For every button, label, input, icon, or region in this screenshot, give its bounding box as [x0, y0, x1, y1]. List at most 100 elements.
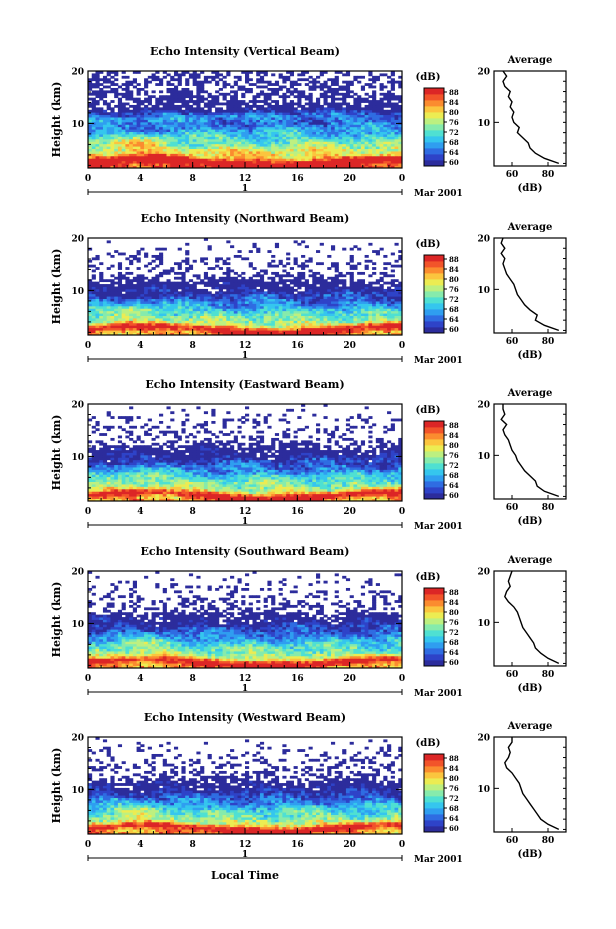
colorbar-tick-label: 68	[449, 305, 459, 314]
profile-x-label: (dB)	[518, 849, 543, 860]
colorbar-frame	[423, 420, 445, 500]
profile-x-label: (dB)	[518, 183, 543, 194]
colorbar-tick-label: 84	[449, 265, 459, 274]
x-tick-label: 12	[239, 674, 252, 684]
x-tick-label: 4	[137, 674, 143, 684]
profile-line	[504, 737, 560, 831]
colorbar-tick-label: 80	[449, 774, 459, 783]
x-tick-label: 8	[190, 174, 196, 184]
colorbar-unit: (dB)	[416, 72, 441, 83]
profile-y-tick-label: 20	[477, 235, 490, 245]
profile-y-tick-label: 20	[477, 568, 490, 578]
colorbar-tick-label: 88	[449, 588, 459, 597]
colorbar-tick-label: 80	[449, 275, 459, 284]
x-tick-label: 8	[190, 840, 196, 850]
colorbar-tick-label: 60	[449, 325, 459, 334]
colorbar-frame	[423, 753, 445, 833]
x-tick-label: 8	[190, 341, 196, 351]
colorbar-tick-label: 84	[449, 431, 459, 440]
profile-x-tick-label: 60	[506, 836, 519, 846]
colorbar-tick-label: 72	[449, 461, 459, 470]
date-marker: 1	[242, 684, 248, 694]
y-tick-label: 20	[71, 68, 84, 78]
colorbar-tick-label: 76	[449, 784, 459, 793]
colorbar-tick-label: 76	[449, 618, 459, 627]
colorbar-tick-label: 80	[449, 608, 459, 617]
y-tick-label: 20	[71, 401, 84, 411]
average-profile: Average 10 20 60 80 (dB)	[477, 555, 567, 694]
profile-x-tick-label: 60	[506, 170, 519, 180]
date-marker: 1	[242, 351, 248, 361]
x-tick-label: 4	[137, 341, 143, 351]
profile-title: Average	[507, 555, 553, 566]
profile-title: Average	[507, 222, 553, 233]
date-marker: 1	[242, 184, 248, 194]
profile-title: Average	[507, 388, 553, 399]
colorbar-tick-label: 68	[449, 638, 459, 647]
heatmap-cells	[88, 737, 403, 835]
x-tick-label: 20	[343, 341, 356, 351]
x-tick-label: 8	[190, 674, 196, 684]
average-profile: Average 10 20 60 80 (dB)	[477, 388, 567, 527]
x-tick-label: 4	[137, 840, 143, 850]
colorbar-unit: (dB)	[416, 405, 441, 416]
colorbar-tick-label: 88	[449, 255, 459, 264]
panel-title: Echo Intensity (Eastward Beam)	[145, 378, 344, 391]
x-tick-label: 0	[399, 174, 405, 184]
x-tick-label: 0	[399, 341, 405, 351]
profile-x-tick-label: 80	[542, 503, 555, 513]
x-tick-label: 12	[239, 507, 252, 517]
panel-5: Echo Intensity (Westward Beam)1020Height…	[50, 711, 567, 865]
colorbar-tick-label: 84	[449, 764, 459, 773]
x-tick-label: 0	[85, 840, 91, 850]
colorbar-frame	[423, 254, 445, 334]
heatmap-cells	[88, 71, 403, 169]
x-tick-label: 16	[291, 341, 304, 351]
colorbar-tick-label: 72	[449, 794, 459, 803]
colorbar-tick-label: 84	[449, 598, 459, 607]
profile-frame	[493, 237, 567, 334]
colorbar-tick-label: 80	[449, 441, 459, 450]
panel-title: Echo Intensity (Westward Beam)	[144, 711, 346, 724]
x-tick-label: 12	[239, 840, 252, 850]
colorbar-tick-label: 64	[449, 814, 459, 823]
colorbar-frame	[423, 87, 445, 167]
profile-line	[502, 70, 560, 165]
colorbar-frame	[423, 587, 445, 667]
colorbar-tick-label: 88	[449, 421, 459, 430]
profile-frame	[493, 70, 567, 167]
panel-4: Echo Intensity (Southward Beam)1020Heigh…	[50, 545, 567, 699]
profile-x-label: (dB)	[518, 350, 543, 361]
heatmap-cells	[88, 404, 403, 502]
profile-x-tick-label: 80	[542, 170, 555, 180]
colorbar-unit: (dB)	[416, 239, 441, 250]
x-tick-label: 0	[399, 507, 405, 517]
profile-y-tick-label: 10	[477, 286, 490, 296]
date-marker: 1	[242, 517, 248, 527]
colorbar-tick-label: 60	[449, 824, 459, 833]
profile-y-tick-label: 20	[477, 734, 490, 744]
colorbar-unit: (dB)	[416, 572, 441, 583]
x-tick-label: 0	[399, 674, 405, 684]
panel-1: Echo Intensity (Vertical Beam)1020Height…	[50, 45, 567, 199]
colorbar-tick-label: 88	[449, 754, 459, 763]
x-tick-label: 16	[291, 674, 304, 684]
colorbar-tick-label: 72	[449, 295, 459, 304]
y-axis-label: Height (km)	[50, 582, 63, 658]
x-tick-label: 16	[291, 840, 304, 850]
x-tick-label: 16	[291, 174, 304, 184]
y-tick-label: 10	[71, 120, 84, 130]
x-tick-label: 0	[85, 507, 91, 517]
profile-line	[500, 404, 560, 498]
panel-3: Echo Intensity (Eastward Beam)1020Height…	[50, 378, 567, 532]
profile-title: Average	[507, 55, 553, 66]
y-axis-label: Height (km)	[50, 748, 63, 824]
profile-frame	[493, 570, 567, 667]
colorbar-tick-label: 68	[449, 138, 459, 147]
colorbar-tick-label: 64	[449, 481, 459, 490]
x-tick-label: 16	[291, 507, 304, 517]
profile-y-tick-label: 10	[477, 619, 490, 629]
